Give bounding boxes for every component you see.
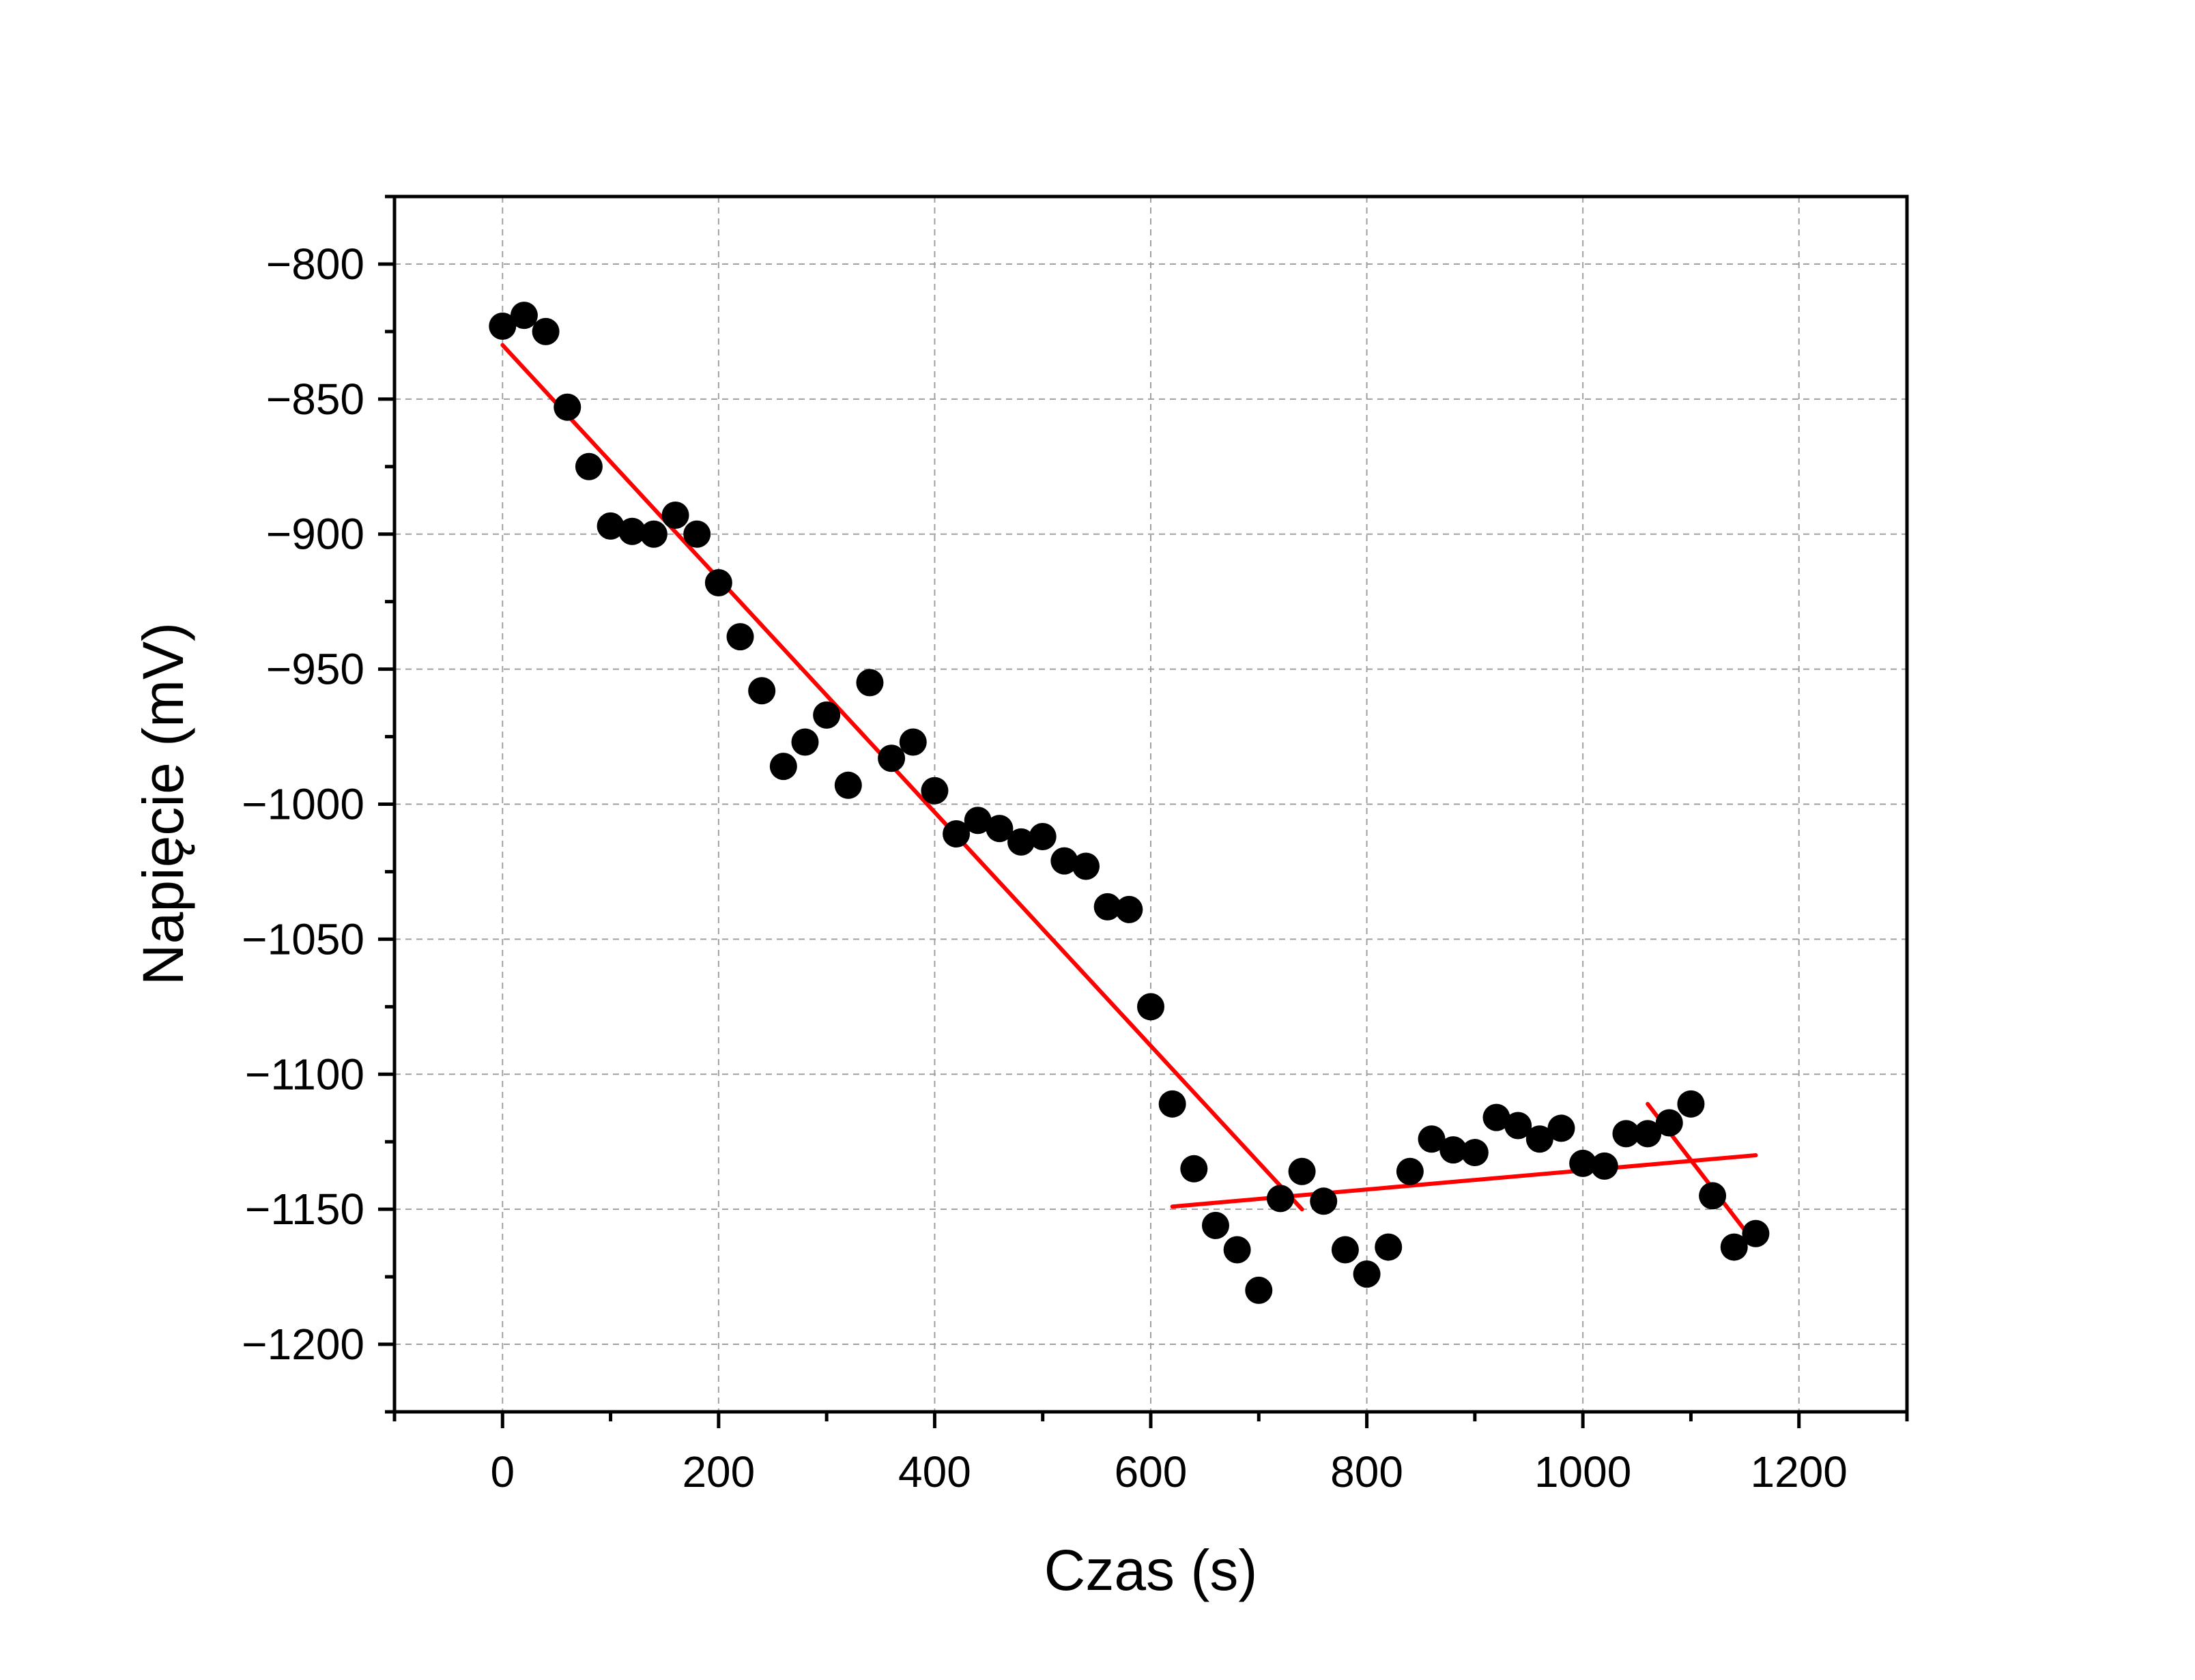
data-point — [1418, 1125, 1446, 1153]
data-point — [1569, 1149, 1597, 1177]
data-point — [1482, 1103, 1510, 1131]
data-point — [921, 777, 949, 805]
data-point — [813, 701, 841, 729]
data-point — [769, 753, 797, 781]
y-tick-label: −850 — [266, 375, 364, 424]
data-point — [704, 568, 732, 596]
data-point — [1310, 1187, 1338, 1215]
y-tick-label: −800 — [266, 240, 364, 289]
data-point — [1439, 1136, 1467, 1164]
y-tick-label: −1050 — [242, 914, 364, 964]
y-tick-label: −950 — [266, 645, 364, 694]
data-point — [748, 677, 776, 705]
y-tick-label: −1100 — [245, 1049, 364, 1099]
data-point — [1353, 1260, 1381, 1288]
data-point — [856, 669, 884, 697]
data-point — [532, 317, 560, 345]
y-tick-label: −900 — [266, 510, 364, 559]
x-axis-label: Czas (s) — [1044, 1538, 1258, 1602]
data-point — [1072, 852, 1100, 880]
x-tick-label: 200 — [682, 1447, 755, 1496]
data-point — [1612, 1120, 1640, 1148]
data-point — [683, 520, 711, 548]
data-point — [986, 815, 1014, 843]
data-point — [1525, 1125, 1553, 1153]
grid — [394, 197, 1907, 1412]
data-point — [1396, 1157, 1424, 1185]
data-point — [1029, 822, 1057, 850]
data-point — [791, 728, 819, 756]
data-point — [661, 502, 689, 530]
x-tick-label: 1000 — [1534, 1447, 1631, 1496]
data-point — [1180, 1155, 1208, 1183]
data-point — [1547, 1114, 1575, 1142]
y-tick-label: −1150 — [245, 1185, 364, 1234]
data-point — [834, 771, 862, 799]
data-point — [1201, 1211, 1229, 1239]
data-point — [1331, 1236, 1359, 1264]
data-point — [1245, 1276, 1273, 1304]
data-point — [1590, 1152, 1618, 1180]
data-point — [1288, 1157, 1316, 1185]
data-point — [1115, 895, 1143, 923]
data-point — [1223, 1236, 1251, 1264]
data-point — [726, 623, 754, 651]
data-point — [964, 807, 992, 835]
x-tick-label: 1200 — [1751, 1447, 1848, 1496]
data-point — [510, 302, 538, 330]
x-tick-label: 800 — [1330, 1447, 1403, 1496]
data-point — [1504, 1112, 1532, 1140]
y-tick-label: −1000 — [242, 780, 364, 829]
data-point — [1093, 893, 1121, 921]
y-tick-label: −1200 — [242, 1320, 364, 1369]
data-point — [640, 520, 668, 548]
data-point — [1007, 828, 1035, 856]
y-axis-label: Napięcie (mV) — [131, 622, 195, 985]
fit-line — [500, 343, 1304, 1212]
data-point — [575, 452, 603, 480]
data-point — [878, 744, 906, 772]
data-point — [1375, 1233, 1403, 1261]
data-point — [943, 820, 971, 848]
data-point — [1137, 993, 1164, 1021]
data-point — [597, 512, 625, 540]
data-point — [1677, 1090, 1705, 1118]
data-point — [1461, 1139, 1489, 1167]
x-tick-label: 400 — [898, 1447, 971, 1496]
x-tick-label: 600 — [1115, 1447, 1188, 1496]
data-point — [1634, 1120, 1662, 1148]
ticks: 0 200 400 600 800 1000 1200 −800 −850 −900 −950 −10… — [242, 194, 1909, 1496]
data-point — [1266, 1185, 1294, 1213]
data-point — [1050, 847, 1078, 875]
data-point — [554, 393, 582, 421]
data-point — [489, 312, 517, 340]
data-point — [1720, 1233, 1748, 1261]
data-point — [899, 728, 927, 756]
data-point — [1158, 1090, 1186, 1118]
data-point — [1742, 1219, 1770, 1247]
data-point — [1655, 1109, 1683, 1137]
data-point — [618, 517, 646, 545]
data-point — [1699, 1182, 1727, 1210]
x-tick-label: 0 — [490, 1447, 515, 1496]
data-points — [489, 302, 1770, 1304]
